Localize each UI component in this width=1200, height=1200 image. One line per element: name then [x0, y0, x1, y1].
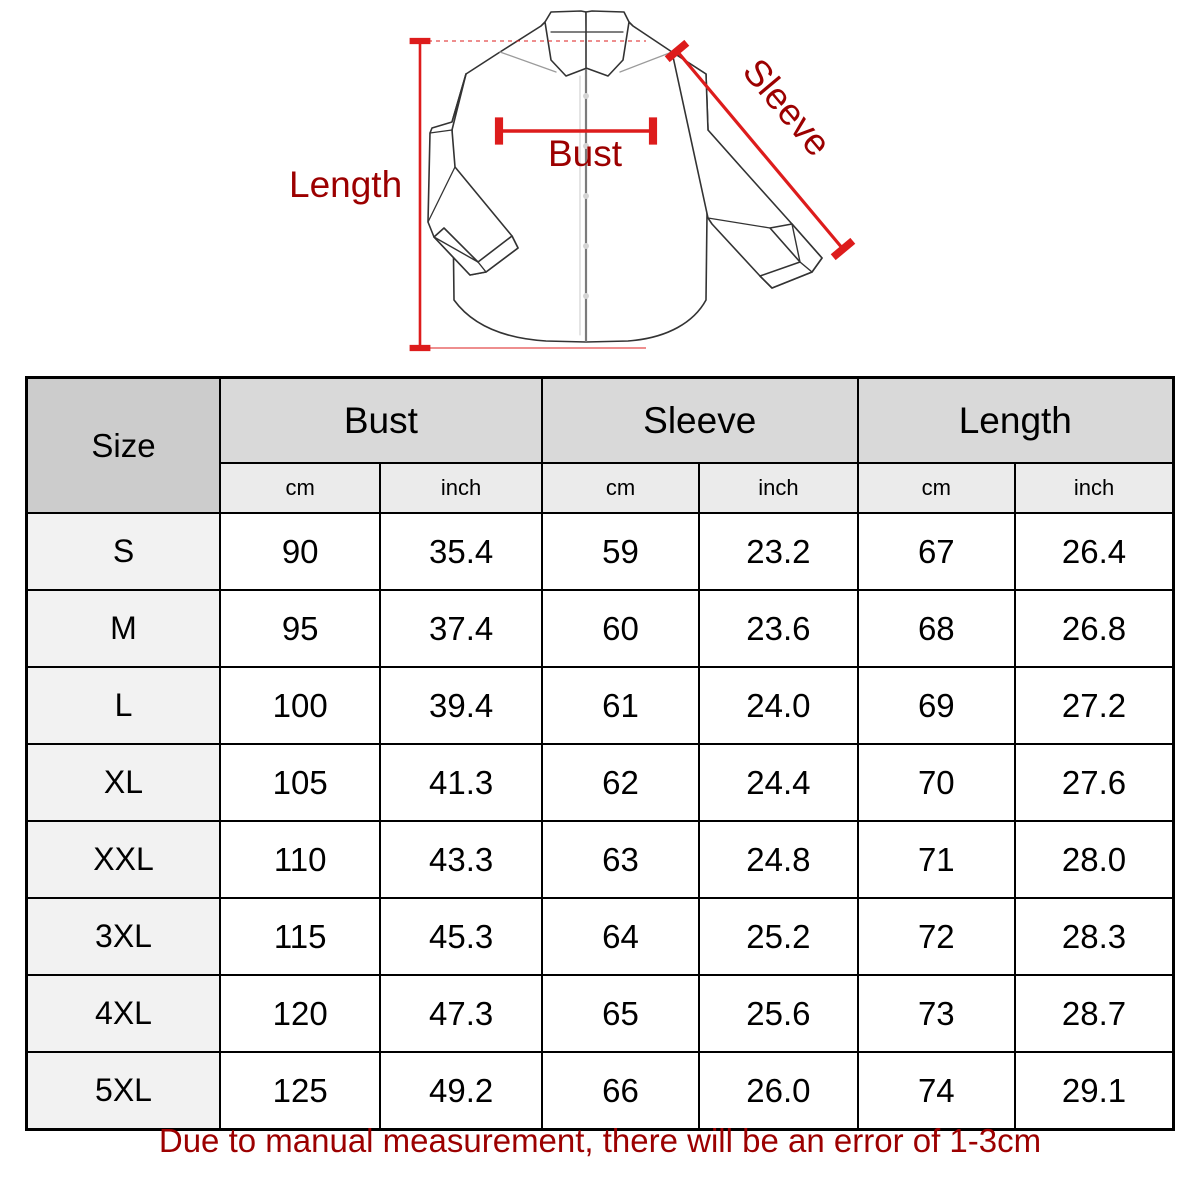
cell-bust-cm: 115 — [218, 897, 382, 976]
table-row: 3XL 115 45.3 64 25.2 72 28.3 — [25, 897, 1175, 976]
header-group-sleeve: Sleeve — [540, 376, 859, 464]
cell-length-in: 27.6 — [1014, 743, 1175, 822]
header-unit-sleeve-cm: cm — [540, 462, 701, 514]
cell-sleeve-cm: 63 — [540, 820, 701, 899]
cell-bust-cm: 100 — [218, 666, 382, 745]
cell-sleeve-in: 25.2 — [698, 897, 859, 976]
size-chart-container: Size Bust Sleeve Length cm inch cm inch … — [25, 376, 1175, 1131]
cell-sleeve-cm: 60 — [540, 589, 701, 668]
cell-size: XXL — [25, 820, 221, 899]
header-unit-length-inch: inch — [1014, 462, 1175, 514]
cell-size: 5XL — [25, 1051, 221, 1131]
cell-bust-in: 47.3 — [379, 974, 543, 1053]
cell-length-cm: 68 — [856, 589, 1017, 668]
cell-length-cm: 71 — [856, 820, 1017, 899]
cell-sleeve-in: 24.4 — [698, 743, 859, 822]
cell-bust-cm: 105 — [218, 743, 382, 822]
cell-bust-cm: 90 — [218, 512, 382, 591]
cell-length-in: 29.1 — [1014, 1051, 1175, 1131]
header-unit-length-cm: cm — [856, 462, 1017, 514]
table-row: L 100 39.4 61 24.0 69 27.2 — [25, 666, 1175, 745]
header-group-bust: Bust — [218, 376, 543, 464]
table-row: M 95 37.4 60 23.6 68 26.8 — [25, 589, 1175, 668]
cell-length-cm: 73 — [856, 974, 1017, 1053]
cell-bust-in: 45.3 — [379, 897, 543, 976]
cell-size: 4XL — [25, 974, 221, 1053]
shirt-measurement-illustration: Length Bust Sleeve — [0, 0, 1200, 372]
cell-length-in: 28.7 — [1014, 974, 1175, 1053]
table-row: XL 105 41.3 62 24.4 70 27.6 — [25, 743, 1175, 822]
cell-length-in: 28.0 — [1014, 820, 1175, 899]
cell-sleeve-in: 23.6 — [698, 589, 859, 668]
cell-bust-in: 39.4 — [379, 666, 543, 745]
cell-sleeve-cm: 61 — [540, 666, 701, 745]
header-unit-sleeve-inch: inch — [698, 462, 859, 514]
table-row: 4XL 120 47.3 65 25.6 73 28.7 — [25, 974, 1175, 1053]
size-chart-body: S 90 35.4 59 23.2 67 26.4 M 95 37.4 60 2… — [25, 512, 1175, 1131]
cell-bust-in: 35.4 — [379, 512, 543, 591]
cell-length-cm: 70 — [856, 743, 1017, 822]
cell-bust-cm: 120 — [218, 974, 382, 1053]
cell-sleeve-cm: 66 — [540, 1051, 701, 1131]
cell-sleeve-cm: 64 — [540, 897, 701, 976]
cell-length-cm: 72 — [856, 897, 1017, 976]
cell-sleeve-cm: 59 — [540, 512, 701, 591]
table-header-group-row: Size Bust Sleeve Length — [25, 376, 1175, 514]
cell-size: L — [25, 666, 221, 745]
cell-length-cm: 69 — [856, 666, 1017, 745]
cell-bust-cm: 95 — [218, 589, 382, 668]
sleeve-measure-arrow — [664, 39, 856, 261]
cell-size: M — [25, 589, 221, 668]
cell-sleeve-in: 25.6 — [698, 974, 859, 1053]
cell-sleeve-in: 24.8 — [698, 820, 859, 899]
table-row: XXL 110 43.3 63 24.8 71 28.0 — [25, 820, 1175, 899]
header-unit-bust-inch: inch — [379, 462, 543, 514]
cell-length-cm: 74 — [856, 1051, 1017, 1131]
cell-bust-cm: 110 — [218, 820, 382, 899]
size-chart-table: Size Bust Sleeve Length cm inch cm inch … — [25, 376, 1175, 1131]
cell-length-in: 26.8 — [1014, 589, 1175, 668]
cell-bust-in: 49.2 — [379, 1051, 543, 1131]
cell-size: XL — [25, 743, 221, 822]
cell-size: S — [25, 512, 221, 591]
table-row: S 90 35.4 59 23.2 67 26.4 — [25, 512, 1175, 591]
cell-sleeve-in: 23.2 — [698, 512, 859, 591]
cell-sleeve-in: 24.0 — [698, 666, 859, 745]
cell-bust-in: 37.4 — [379, 589, 543, 668]
measurement-disclaimer: Due to manual measurement, there will be… — [158, 1122, 1042, 1159]
cell-sleeve-cm: 62 — [540, 743, 701, 822]
length-label: Length — [289, 164, 402, 205]
header-group-length: Length — [856, 376, 1175, 464]
bust-label: Bust — [548, 133, 623, 174]
cell-length-cm: 67 — [856, 512, 1017, 591]
cell-sleeve-in: 26.0 — [698, 1051, 859, 1131]
header-unit-bust-cm: cm — [218, 462, 382, 514]
cell-length-in: 27.2 — [1014, 666, 1175, 745]
cell-length-in: 26.4 — [1014, 512, 1175, 591]
cell-bust-in: 41.3 — [379, 743, 543, 822]
sleeve-label: Sleeve — [735, 51, 839, 164]
cell-bust-cm: 125 — [218, 1051, 382, 1131]
cell-size: 3XL — [25, 897, 221, 976]
table-row: 5XL 125 49.2 66 26.0 74 29.1 — [25, 1051, 1175, 1131]
table-header-unit-row: cm inch cm inch cm inch — [27, 462, 1175, 514]
length-measure-arrow — [409, 37, 646, 352]
header-size: Size — [25, 376, 221, 514]
cell-bust-in: 43.3 — [379, 820, 543, 899]
cell-length-in: 28.3 — [1014, 897, 1175, 976]
cell-sleeve-cm: 65 — [540, 974, 701, 1053]
